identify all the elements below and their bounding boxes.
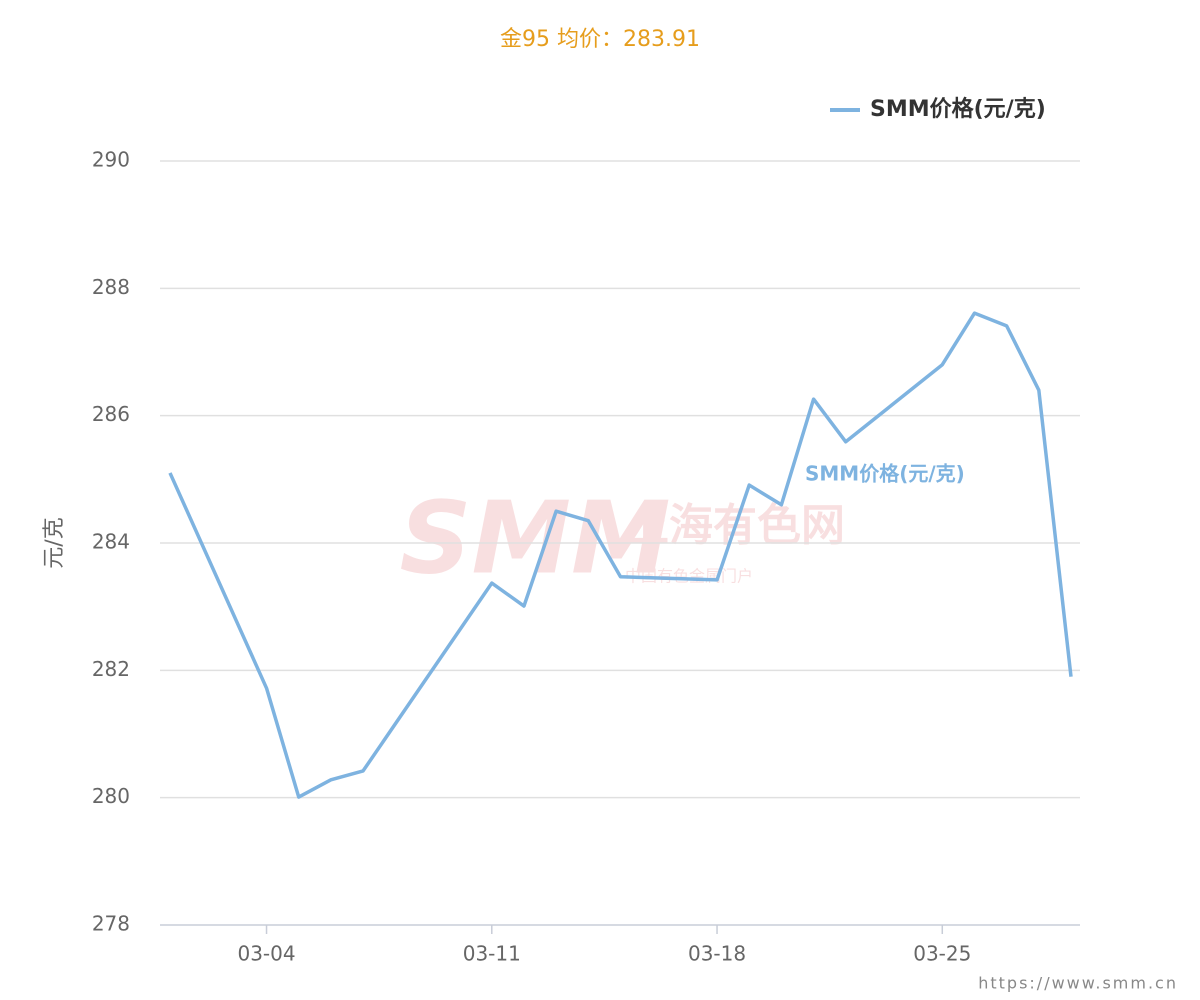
x-tick-label: 03-04 (237, 942, 295, 966)
annotation: SMM价格(元/克) (805, 462, 965, 486)
x-tick-label: 03-11 (463, 942, 521, 966)
y-tick-label: 288 (92, 275, 130, 299)
x-tick-label: 03-18 (688, 942, 746, 966)
legend: SMM价格(元/克) (830, 96, 1046, 122)
x-tick-label: 03-25 (913, 942, 971, 966)
watermark: SMM 上海有色网 中国有色金属门户 (399, 479, 845, 596)
footer-url: https://www.smm.cn (978, 974, 1178, 993)
y-tick-label: 282 (92, 657, 130, 681)
y-tick-label: 290 (92, 148, 130, 172)
series-line (168, 311, 1073, 799)
chart-title: 金95 均价：283.91 (500, 27, 700, 52)
y-axis-label: 元/克 (42, 517, 67, 568)
y-tick-label: 280 (92, 784, 130, 808)
y-tick-label: 278 (92, 912, 130, 936)
y-tick-label: 284 (92, 530, 130, 554)
y-tick-label: 286 (92, 402, 130, 426)
legend-label: SMM价格(元/克) (870, 96, 1046, 122)
